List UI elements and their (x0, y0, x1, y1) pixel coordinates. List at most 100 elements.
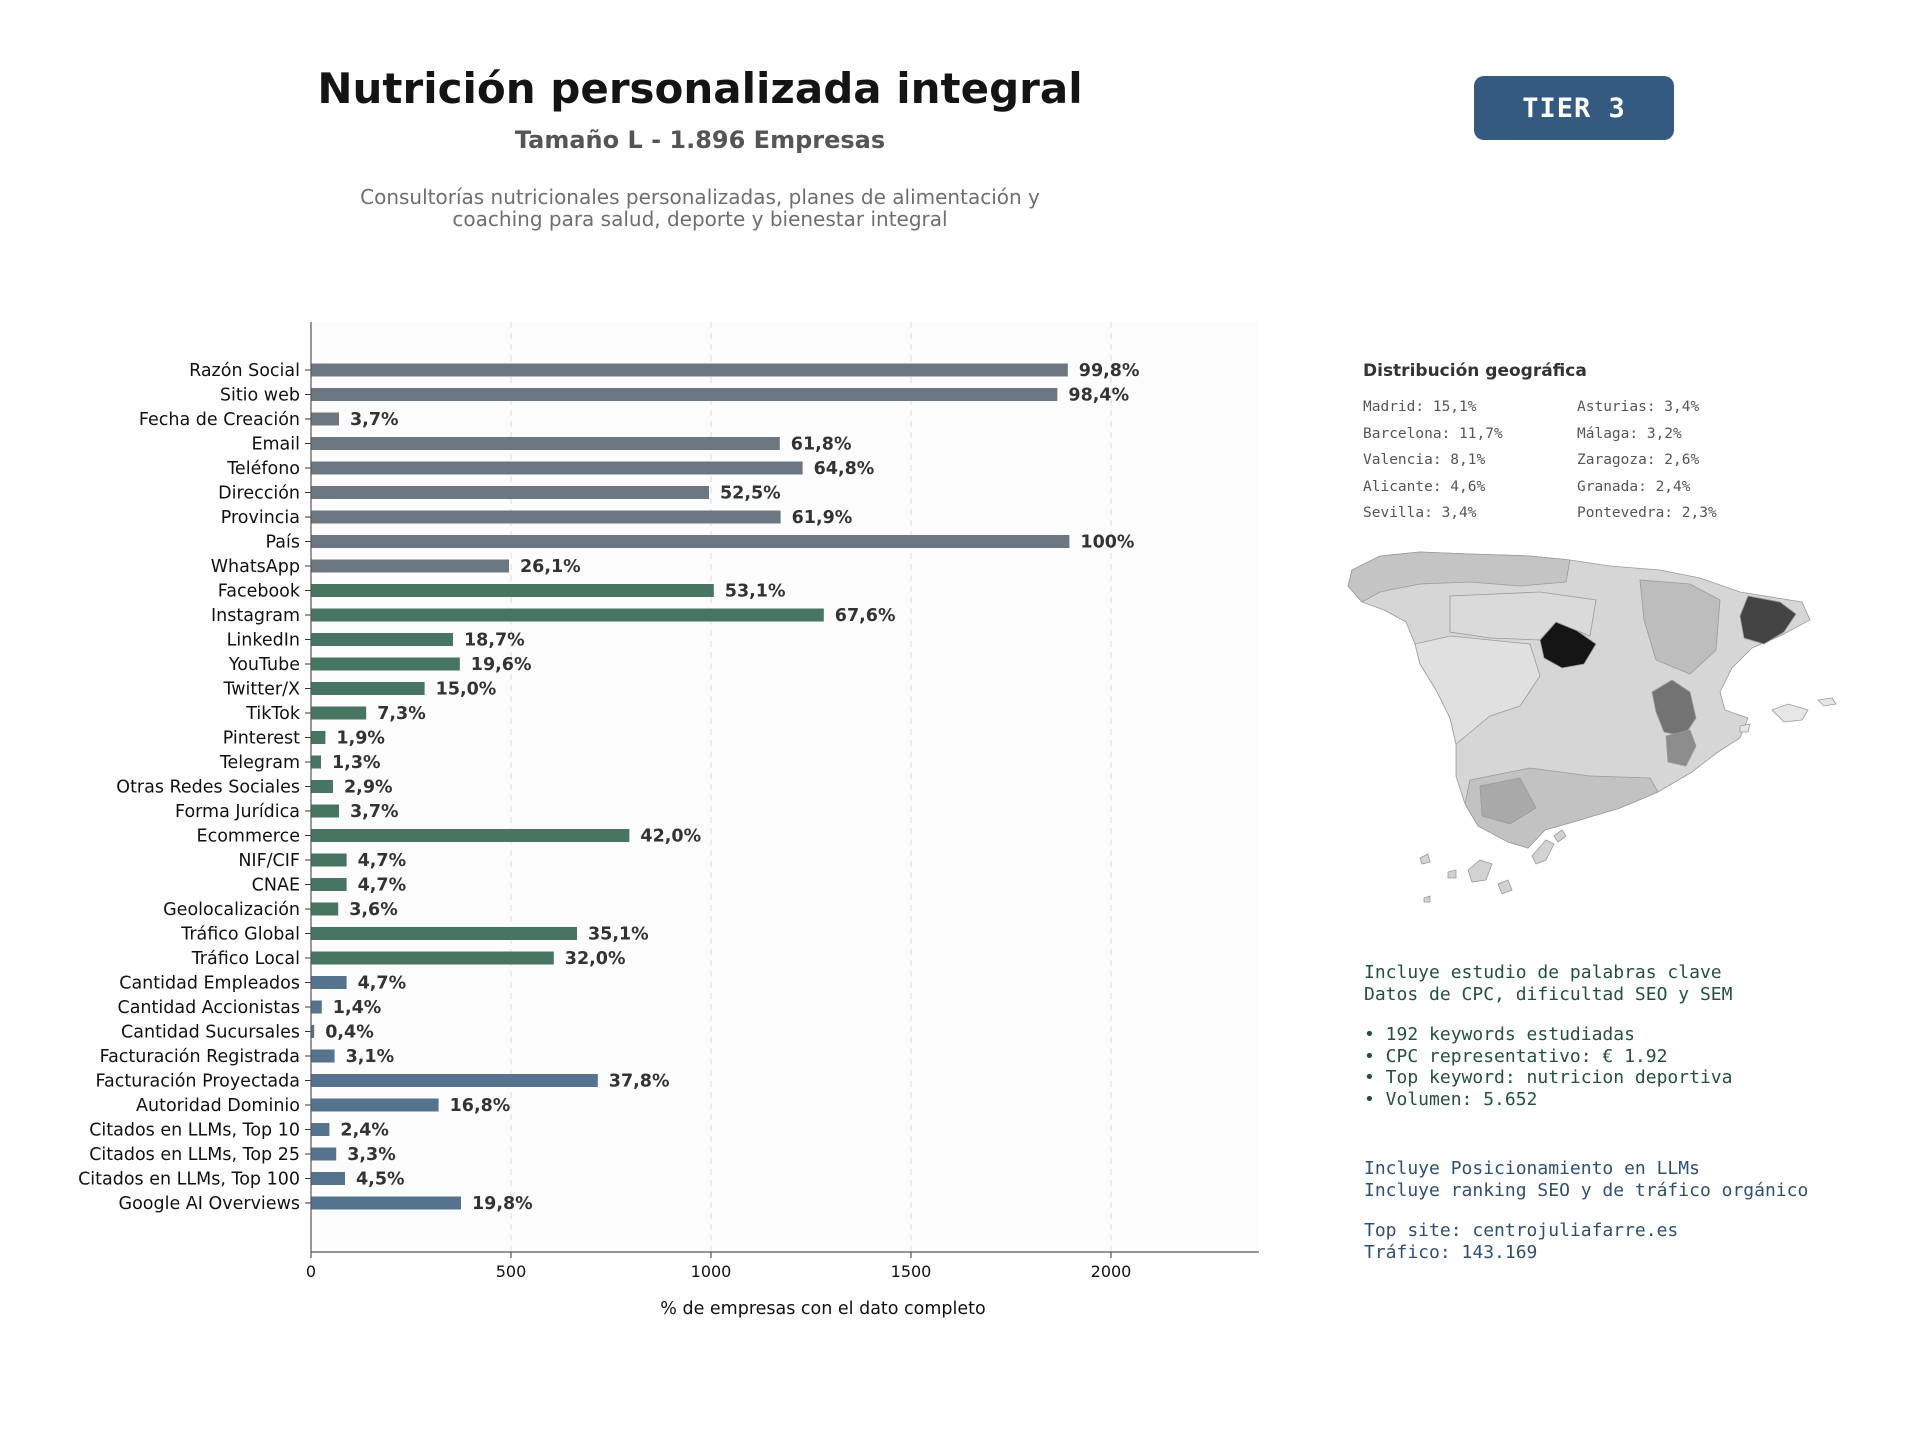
x-tick-label: 0 (306, 1262, 316, 1281)
geo-distribution-list: Madrid: 15,1% Asturias: 3,4% Barcelona: … (1363, 397, 1783, 524)
map-region-barcelona (1739, 595, 1797, 645)
category-label: Fecha de Creación (139, 410, 300, 430)
bar (311, 853, 347, 867)
data-label: 42,0% (640, 827, 701, 847)
keywords-bullet: • 192 keywords estudiadas (1364, 1024, 1635, 1045)
map-region-sevilla (1479, 777, 1537, 825)
bar (311, 1000, 322, 1014)
data-label: 18,7% (464, 631, 525, 651)
page-subtitle: Tamaño L - 1.896 Empresas (514, 126, 886, 154)
geo-item: Pontevedra: 2,3% (1577, 505, 1717, 521)
category-label: WhatsApp (211, 557, 300, 577)
bar (311, 559, 509, 573)
bar (311, 584, 714, 597)
map-region-aragon (1639, 579, 1721, 675)
data-label: 4,7% (358, 851, 407, 871)
map-region-alicante (1665, 729, 1697, 767)
bar (311, 682, 425, 695)
keywords-bullet: • Volumen: 5.652 (1364, 1088, 1538, 1110)
geo-distribution-title: Distribución geográfica (1363, 361, 1587, 381)
data-label: 52,5% (720, 484, 781, 504)
bar (311, 829, 630, 842)
map-region-north (1347, 551, 1571, 603)
category-label: Citados en LLMs, Top 10 (89, 1121, 300, 1141)
data-label: 3,7% (350, 410, 399, 430)
category-label: YouTube (228, 655, 300, 675)
bar (311, 731, 326, 744)
data-label: 2,9% (344, 778, 393, 798)
bar (311, 976, 347, 989)
keywords-bullet: • Top keyword: nutricion deportiva (1364, 1067, 1733, 1088)
map-islands-canarias (1419, 829, 1567, 903)
geo-item: Valencia: 8,1% (1363, 452, 1486, 468)
data-label: 7,3% (377, 704, 426, 724)
category-label: Instagram (211, 606, 300, 626)
description-line: coaching para salud, deporte y bienestar… (452, 207, 948, 231)
category-label: Facturación Registrada (100, 1047, 300, 1067)
data-label: 99,8% (1079, 361, 1140, 381)
data-label: 3,3% (347, 1145, 396, 1165)
bar (311, 608, 824, 622)
category-label: Geolocalización (163, 900, 300, 920)
x-tick-label: 1000 (691, 1262, 732, 1281)
bar (311, 706, 367, 720)
category-label: Razón Social (189, 361, 300, 381)
category-label: LinkedIn (227, 631, 300, 651)
category-label: País (266, 533, 300, 553)
category-label: Otras Redes Sociales (116, 778, 300, 798)
top-site: Top site: centrojuliafarre.es (1364, 1220, 1679, 1241)
data-label: 1,3% (332, 753, 381, 773)
x-tick-label: 2000 (1091, 1262, 1132, 1281)
bar (311, 780, 333, 793)
geo-item: Alicante: 4,6% (1363, 478, 1486, 495)
bar (311, 388, 1058, 401)
bar (311, 878, 347, 891)
category-label: Facebook (218, 582, 301, 602)
category-label: Facturación Proyectada (96, 1072, 300, 1092)
bar (311, 1049, 335, 1063)
x-axis-title: % de empresas con el dato completo (660, 1299, 985, 1319)
bar (311, 1074, 598, 1087)
bar (311, 755, 321, 769)
geo-item: Madrid: 15,1% (1363, 399, 1477, 415)
category-label: Forma Jurídica (175, 802, 300, 822)
llm-line: Incluye ranking SEO y de tráfico orgánic… (1364, 1179, 1809, 1201)
category-label: Tráfico Local (191, 949, 300, 969)
keywords-bullet: • CPC representativo: € 1.92 (1364, 1045, 1668, 1067)
data-label: 1,4% (333, 998, 382, 1018)
category-label: Sitio web (220, 386, 300, 406)
bar (311, 461, 803, 475)
bar (311, 437, 780, 450)
map-region-center-west (1414, 635, 1541, 745)
category-label: Telegram (219, 753, 300, 773)
data-label: 2,4% (340, 1121, 389, 1141)
bar (311, 1147, 337, 1161)
geo-item: Barcelona: 11,7% (1363, 425, 1503, 442)
keywords-line: Incluye estudio de palabras clave (1364, 962, 1722, 983)
category-label: Pinterest (223, 729, 300, 749)
category-label: Twitter/X (222, 680, 300, 700)
tier-badge: TIER 3 (1474, 76, 1674, 140)
geo-item: Málaga: 3,2% (1577, 425, 1682, 442)
data-label: 64,8% (814, 459, 875, 479)
bar (311, 510, 781, 524)
bar (311, 902, 339, 916)
bar (311, 633, 453, 646)
category-label: Google AI Overviews (119, 1194, 300, 1214)
bar (311, 1123, 330, 1136)
data-label: 16,8% (450, 1096, 511, 1116)
llm-info: Incluye Posicionamiento en LLMs Incluye … (1364, 1158, 1884, 1263)
geo-item: Granada: 2,4% (1577, 478, 1691, 495)
data-label: 32,0% (565, 949, 626, 969)
category-label: Cantidad Sucursales (121, 1023, 300, 1043)
data-label: 15,0% (436, 680, 497, 700)
data-label: 19,8% (472, 1194, 533, 1214)
data-label: 4,7% (358, 876, 407, 896)
keywords-info: Incluye estudio de palabras clave Datos … (1364, 962, 1884, 1110)
category-label: Citados en LLMs, Top 25 (89, 1145, 300, 1165)
data-label: 53,1% (725, 582, 786, 602)
category-label: Ecommerce (197, 827, 300, 847)
top-site-traffic: Tráfico: 143.169 (1364, 1241, 1538, 1263)
bar (311, 657, 460, 671)
map-islands-baleares (1739, 697, 1837, 733)
